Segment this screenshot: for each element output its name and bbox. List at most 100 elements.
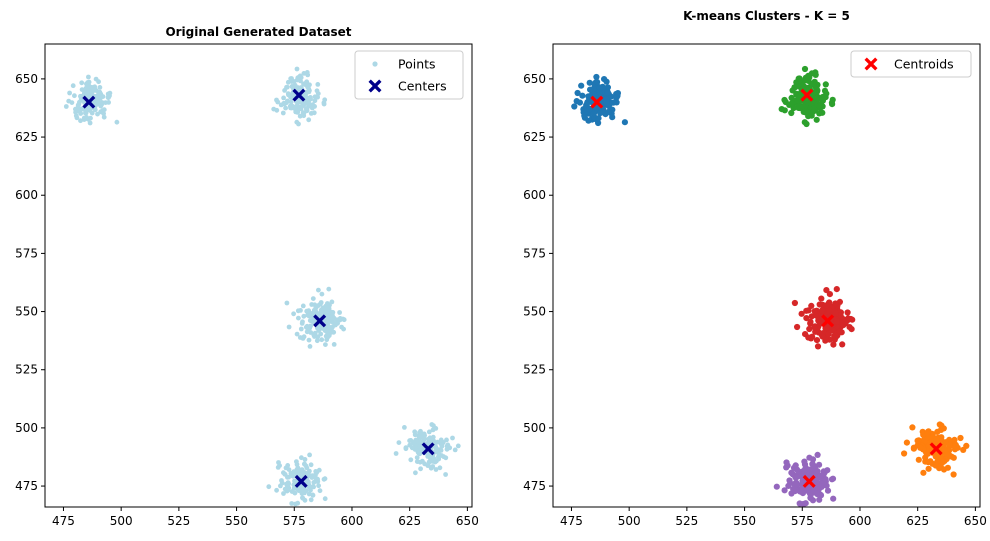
legend-label: Centroids <box>894 57 954 72</box>
y-tick-label: 525 <box>15 363 38 377</box>
data-point <box>594 79 601 86</box>
data-point <box>586 79 593 86</box>
data-point <box>822 81 829 88</box>
data-point <box>78 118 83 124</box>
axes: 475 500 525 550 575 600 625 650 475 500 525 550 575 6… <box>15 43 479 528</box>
data-point <box>304 329 310 335</box>
data-point <box>337 310 342 315</box>
data-point <box>433 448 439 453</box>
data-point <box>792 84 799 91</box>
data-point <box>308 462 314 468</box>
data-point <box>294 66 300 72</box>
data-point <box>316 287 321 293</box>
data-point <box>421 435 427 441</box>
x-tick-label: 625 <box>906 514 929 528</box>
data-point <box>926 445 933 452</box>
data-point <box>274 107 280 113</box>
data-point <box>284 300 290 306</box>
data-point <box>832 310 839 317</box>
data-point <box>326 319 332 325</box>
center-marker <box>590 95 604 109</box>
data-point <box>940 458 947 466</box>
y-tick-label: 600 <box>523 188 546 202</box>
data-point <box>829 96 836 103</box>
data-point <box>595 115 602 122</box>
data-point <box>114 119 120 125</box>
data-point <box>101 114 107 120</box>
data-point <box>803 315 810 322</box>
data-point <box>403 445 409 451</box>
data-point <box>940 425 947 432</box>
y-tick-label: 600 <box>15 188 38 202</box>
data-point <box>105 95 111 100</box>
data-point <box>813 337 821 344</box>
data-point <box>305 312 310 318</box>
data-point <box>295 108 301 114</box>
y-tick-label: 525 <box>523 363 546 377</box>
legend-marker <box>372 61 378 67</box>
data-point <box>917 444 924 451</box>
data-point <box>86 74 91 80</box>
legend-box <box>354 50 464 100</box>
data-point <box>325 311 331 317</box>
data-point <box>808 302 815 309</box>
data-point <box>814 490 821 498</box>
data-point <box>796 500 803 507</box>
data-point <box>319 291 325 297</box>
data-point <box>294 331 300 337</box>
x-tick-label: 575 <box>283 514 306 528</box>
data-point <box>89 110 95 116</box>
data-point <box>927 458 934 465</box>
data-point <box>293 104 299 110</box>
data-point <box>901 450 908 457</box>
data-point <box>430 464 436 469</box>
y-tick-label: 625 <box>523 130 546 144</box>
center-marker <box>313 314 327 328</box>
data-point <box>306 484 312 490</box>
data-point <box>791 299 799 307</box>
center-marker <box>821 314 835 328</box>
y-tick-label: 550 <box>15 305 38 319</box>
data-point <box>284 84 290 90</box>
data-point <box>280 110 286 116</box>
data-point <box>574 89 581 97</box>
data-point <box>903 439 911 446</box>
data-point <box>810 487 817 494</box>
data-point <box>846 324 853 331</box>
data-point <box>322 328 328 333</box>
data-point <box>817 472 824 479</box>
data-point <box>952 443 959 450</box>
data-point <box>266 484 272 490</box>
data-point <box>321 101 327 107</box>
data-point <box>67 90 72 96</box>
data-point <box>322 97 328 103</box>
data-point <box>811 324 818 331</box>
data-point <box>924 429 931 436</box>
data-point <box>317 488 323 494</box>
data-point <box>281 470 286 476</box>
data-point <box>823 302 830 309</box>
data-point <box>278 483 283 489</box>
data-point <box>294 119 300 125</box>
center-marker <box>800 88 814 102</box>
y-tick-label: 475 <box>523 479 546 493</box>
data-point <box>304 70 310 75</box>
y-tick-label: 500 <box>15 421 38 435</box>
data-point <box>822 476 829 483</box>
x-tick-label: 650 <box>456 514 479 528</box>
data-point <box>823 90 830 97</box>
data-point <box>836 328 843 335</box>
data-point <box>438 437 444 443</box>
data-point <box>93 76 99 82</box>
data-point <box>802 500 809 507</box>
data-point <box>450 435 455 441</box>
data-point <box>824 467 831 474</box>
y-tick-label: 625 <box>15 130 38 144</box>
data-point <box>78 106 84 112</box>
data-point <box>306 337 312 343</box>
center-marker <box>802 474 816 488</box>
data-point <box>444 437 449 443</box>
data-point <box>98 109 104 115</box>
data-point <box>413 470 418 476</box>
y-tick-label: 475 <box>15 479 38 493</box>
